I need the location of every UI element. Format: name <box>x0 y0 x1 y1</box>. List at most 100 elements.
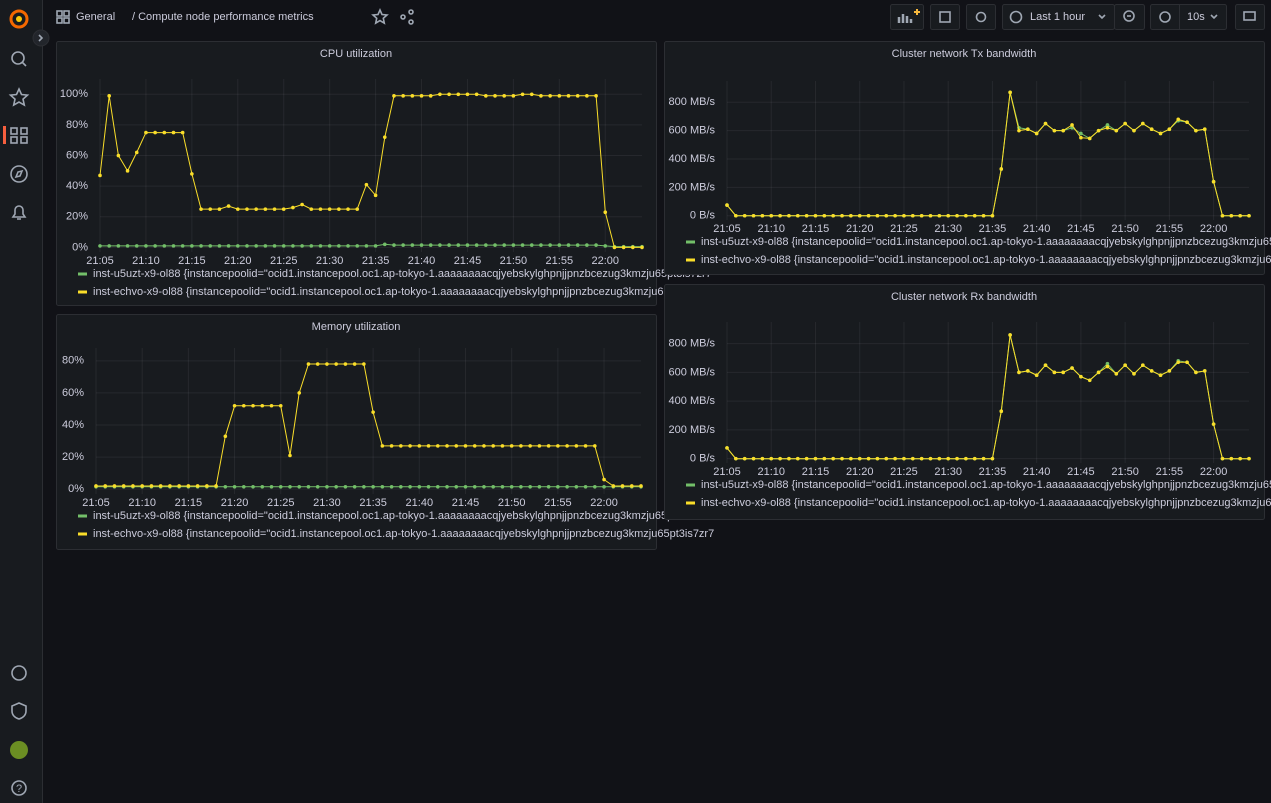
logo[interactable] <box>9 9 29 29</box>
panel-title: CPU utilization <box>320 48 392 60</box>
data-point <box>399 444 403 448</box>
view-mode-button[interactable] <box>1235 4 1265 30</box>
data-point <box>254 207 258 211</box>
data-point <box>306 484 311 489</box>
y-tick-label: 60% <box>66 149 88 161</box>
alerting-icon[interactable] <box>11 205 27 220</box>
data-point <box>509 484 514 489</box>
data-point <box>725 446 729 450</box>
data-point <box>734 456 738 461</box>
data-point <box>346 244 350 248</box>
settings-button[interactable] <box>966 4 996 30</box>
zoom-out-button[interactable] <box>1114 4 1145 30</box>
x-tick-label: 21:55 <box>546 255 574 267</box>
panel: Cluster network Rx bandwidth 0 B/s 200 MB/… <box>664 284 1271 520</box>
x-tick-label: 21:25 <box>890 466 918 478</box>
data-point <box>232 403 237 408</box>
data-point <box>972 456 977 461</box>
data-point <box>1008 333 1012 337</box>
data-point <box>500 484 505 489</box>
data-point <box>153 244 157 248</box>
search-icon[interactable] <box>11 51 27 67</box>
data-point <box>199 207 203 211</box>
user-avatar[interactable] <box>10 741 28 759</box>
legend-label: inst-echvo-x9-ol88 {instancepoolid="ocid… <box>701 254 1271 266</box>
refresh-dropdown-icon <box>1210 14 1218 20</box>
data-point <box>1158 131 1163 136</box>
data-point <box>1096 370 1101 375</box>
refresh-icon <box>1159 11 1171 23</box>
refresh-picker[interactable] <box>1150 4 1227 30</box>
data-point <box>456 92 461 97</box>
data-point <box>902 213 906 218</box>
data-point <box>463 444 468 448</box>
data-point <box>392 243 396 247</box>
share-button[interactable] <box>400 9 414 25</box>
data-point <box>602 477 606 482</box>
data-point <box>288 484 292 489</box>
data-point <box>438 243 442 247</box>
data-point <box>1061 128 1066 133</box>
data-point <box>493 94 497 98</box>
data-point <box>392 94 396 98</box>
admin-icon[interactable] <box>11 702 27 720</box>
starred-icon[interactable] <box>8 87 30 107</box>
data-point <box>251 403 255 408</box>
data-point <box>465 243 470 247</box>
data-point <box>162 130 167 135</box>
data-point <box>1096 128 1101 133</box>
save-button[interactable] <box>930 4 960 30</box>
data-point <box>309 207 314 211</box>
data-point <box>566 94 571 98</box>
data-point <box>260 403 265 408</box>
folder-link[interactable]: General <box>76 11 115 23</box>
help-icon[interactable]: ? <box>11 780 27 796</box>
explore-icon[interactable] <box>10 165 28 183</box>
x-tick-label: 21:50 <box>1111 223 1139 235</box>
settings-icon[interactable] <box>11 665 27 681</box>
data-point <box>556 484 560 489</box>
data-point <box>742 456 747 461</box>
y-tick-label: 40% <box>62 419 84 431</box>
data-point <box>1202 127 1207 132</box>
x-tick-label: 21:45 <box>452 497 480 509</box>
x-tick-label: 21:15 <box>802 223 830 235</box>
data-point <box>288 453 292 458</box>
y-tick-label: 200 MB/s <box>669 424 716 436</box>
data-point <box>116 153 121 158</box>
data-point <box>291 244 295 248</box>
y-tick-label: 0% <box>72 241 88 253</box>
data-point <box>1052 128 1057 133</box>
svg-text:?: ? <box>16 783 22 795</box>
data-point <box>537 444 542 448</box>
x-tick-label: 21:05 <box>713 223 741 235</box>
legend-swatch <box>686 483 695 487</box>
data-point <box>795 456 800 461</box>
data-point <box>583 444 588 448</box>
data-point <box>327 244 332 248</box>
data-point <box>1079 374 1083 379</box>
x-tick-label: 21:45 <box>1067 466 1095 478</box>
legend-label: inst-echvo-x9-ol88 {instancepoolid="ocid… <box>93 286 714 298</box>
star-button[interactable] <box>371 8 389 25</box>
x-tick-label: 22:00 <box>1200 466 1228 478</box>
data-point <box>1176 360 1181 365</box>
x-tick-label: 21:35 <box>359 497 387 509</box>
data-point <box>769 213 774 218</box>
x-tick-label: 21:35 <box>979 466 1007 478</box>
data-point <box>263 207 268 211</box>
dashboards-icon[interactable] <box>10 127 28 144</box>
data-point <box>500 444 505 448</box>
data-point <box>1052 370 1057 375</box>
data-point <box>107 244 111 248</box>
data-point <box>999 167 1004 171</box>
data-point <box>389 444 394 448</box>
data-point <box>972 213 977 218</box>
data-point <box>327 207 332 211</box>
panel: Memory utilization 0% 20% 40% 60% 80% 21:05 21:… <box>56 314 714 550</box>
data-point <box>121 484 126 488</box>
data-point <box>529 243 534 247</box>
data-point <box>149 484 154 488</box>
data-point <box>1132 371 1136 376</box>
